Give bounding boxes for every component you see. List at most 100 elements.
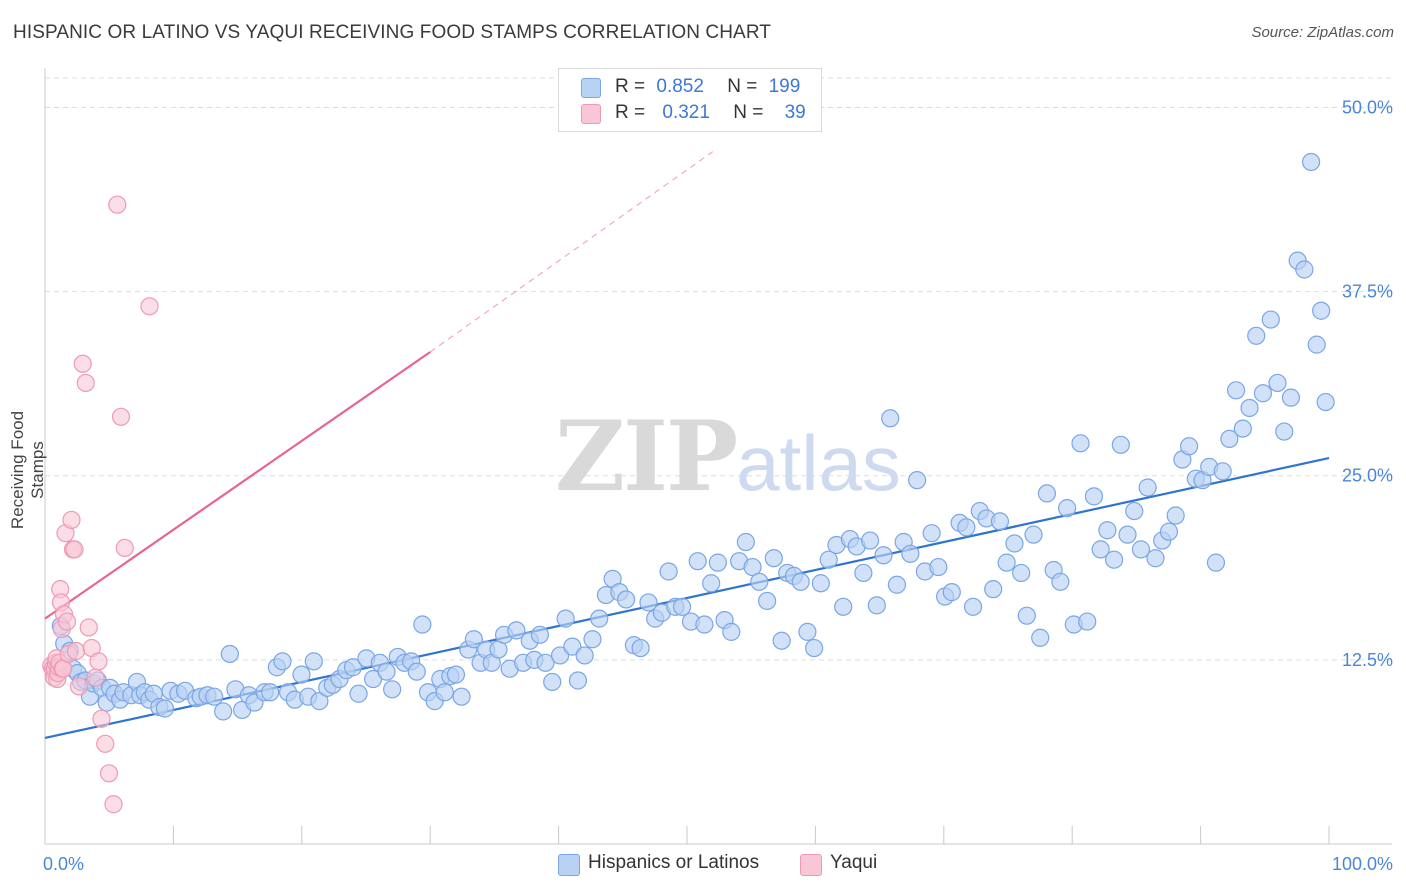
point-hispanic	[881, 409, 900, 428]
n-value: 199	[768, 76, 801, 97]
point-hispanic	[901, 544, 920, 563]
point-hispanic	[220, 644, 239, 664]
point-hispanic	[750, 572, 769, 591]
point-hispanic	[1118, 525, 1137, 544]
r-value: 0.852	[656, 76, 704, 97]
point-hispanic	[631, 638, 650, 658]
point-hispanic	[543, 672, 562, 692]
point-hispanic	[1261, 310, 1280, 329]
point-hispanic	[377, 662, 396, 681]
y-tick-label: 12.5%	[1342, 650, 1393, 670]
point-hispanic	[205, 687, 224, 706]
watermark-zip: ZIP	[555, 400, 738, 513]
y-tick-label: 25.0%	[1342, 466, 1393, 486]
point-hispanic	[772, 631, 791, 650]
point-hispanic	[155, 699, 175, 718]
watermark-atlas: atlas	[736, 419, 901, 507]
point-hispanic	[1307, 335, 1326, 354]
point-hispanic	[1125, 501, 1144, 521]
point-hispanic	[1275, 422, 1294, 441]
legend-swatch-hispanic	[558, 854, 580, 876]
point-hispanic	[984, 580, 1003, 599]
point-hispanic	[659, 562, 678, 581]
point-hispanic	[1226, 381, 1246, 400]
point-hispanic	[854, 563, 873, 583]
point-hispanic	[530, 625, 549, 644]
correlation-legend: R = 0.852 N = 199 R = 0.321 N = 39	[558, 68, 822, 132]
n-label: N =	[733, 102, 764, 123]
point-hispanic	[563, 637, 582, 656]
legend-label-yaqui: Yaqui	[830, 852, 878, 873]
point-hispanic	[464, 630, 483, 649]
point-hispanic	[1213, 462, 1232, 481]
point-hispanic	[310, 692, 329, 711]
point-hispanic	[819, 550, 838, 569]
point-hispanic	[758, 591, 777, 611]
x-tick-label: 0.0%	[43, 854, 84, 874]
point-hispanic	[507, 621, 526, 640]
point-hispanic	[702, 574, 721, 593]
point-hispanic	[798, 622, 817, 641]
point-hispanic	[1295, 260, 1314, 279]
x-tick-label: 100.0%	[1332, 854, 1393, 874]
y-tick-label: 37.5%	[1342, 282, 1393, 302]
point-yaqui	[104, 795, 123, 814]
point-yaqui	[57, 612, 77, 631]
point-hispanic	[1037, 484, 1057, 503]
point-hispanic	[997, 553, 1016, 572]
point-hispanic	[1017, 606, 1036, 625]
point-yaqui	[69, 677, 89, 696]
point-hispanic	[834, 597, 853, 616]
point-hispanic	[304, 652, 323, 671]
point-hispanic	[1268, 373, 1287, 393]
point-yaqui	[111, 407, 131, 426]
point-hispanic	[1206, 553, 1226, 572]
point-hispanic	[708, 553, 727, 572]
point-hispanic	[963, 597, 983, 616]
source-label: Source: ZipAtlas.com	[1251, 24, 1394, 41]
point-yaqui	[140, 297, 159, 316]
point-hispanic	[695, 615, 714, 634]
point-hispanic	[292, 665, 311, 684]
point-hispanic	[811, 574, 830, 593]
point-hispanic	[575, 646, 594, 665]
n-label: N =	[727, 76, 758, 97]
gridlines	[45, 77, 1392, 661]
point-hispanic	[383, 680, 402, 699]
point-hispanic	[1098, 521, 1117, 540]
point-yaqui	[65, 540, 84, 559]
point-hispanic	[536, 653, 555, 672]
point-hispanic	[860, 531, 880, 550]
trend-line-yaqui	[44, 351, 431, 620]
point-hispanic	[1220, 429, 1239, 449]
point-hispanic	[1233, 419, 1252, 438]
point-hispanic	[1111, 435, 1130, 454]
point-hispanic	[407, 662, 426, 681]
point-hispanic	[1240, 398, 1259, 418]
tick-labels: 12.5% 25.0% 37.5% 50.0% 0.0% 100.0%	[43, 97, 1393, 874]
point-hispanic	[1179, 437, 1199, 456]
y-tick-label: 50.0%	[1342, 97, 1393, 117]
point-hispanic	[722, 622, 741, 641]
point-hispanic	[957, 518, 976, 537]
point-hispanic	[1146, 549, 1165, 568]
point-hispanic	[942, 583, 961, 602]
point-hispanic	[1253, 384, 1273, 403]
axes	[44, 68, 1392, 845]
point-hispanic	[1031, 628, 1050, 647]
point-hispanic	[1316, 392, 1335, 412]
point-hispanic	[736, 532, 755, 552]
point-hispanic	[349, 684, 368, 703]
point-hispanic	[1312, 301, 1331, 320]
point-hispanic	[550, 646, 570, 665]
point-hispanic	[273, 652, 292, 671]
point-hispanic	[867, 596, 886, 615]
point-hispanic	[452, 687, 471, 706]
point-hispanic	[1071, 434, 1090, 453]
point-hispanic	[743, 557, 762, 577]
data-points	[42, 152, 1335, 814]
point-hispanic	[990, 512, 1010, 531]
point-yaqui	[86, 668, 105, 687]
chart-title: HISPANIC OR LATINO VS YAQUI RECEIVING FO…	[13, 22, 772, 43]
